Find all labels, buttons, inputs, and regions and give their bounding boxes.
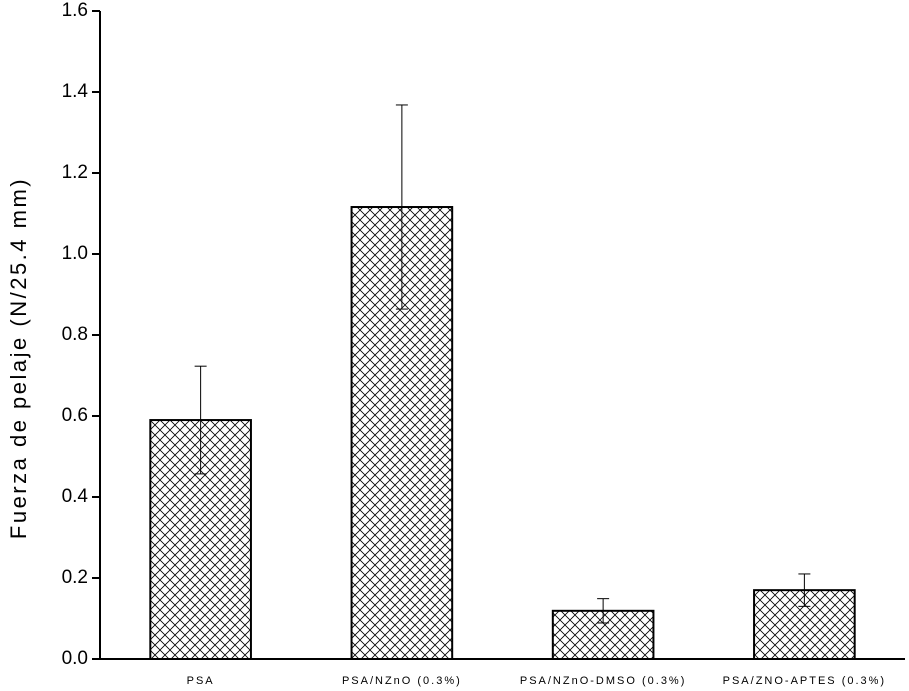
x-tick-label: PSA/NZnO (0.3%)	[342, 675, 462, 687]
y-tick-label: 1.2	[62, 162, 88, 183]
y-tick-label: 1.0	[62, 243, 88, 264]
y-tick-label: 0.2	[62, 567, 88, 588]
y-tick-label: 0.8	[62, 324, 88, 345]
x-tick-label: PSA	[187, 675, 215, 687]
y-tick-label: 0.4	[62, 486, 89, 507]
y-tick-label: 0.0	[62, 648, 88, 669]
y-tick-label: 0.6	[62, 405, 88, 426]
x-tick-label: PSA/NZnO-DMSO (0.3%)	[520, 675, 687, 687]
y-tick-label: 1.4	[62, 81, 89, 102]
y-axis-label: Fuerza de pelaje (N/25.4 mm)	[6, 177, 31, 539]
y-tick-label: 1.6	[62, 0, 88, 21]
x-tick-label: PSA/ZNO-APTES (0.3%)	[723, 675, 886, 687]
bar	[753, 589, 856, 661]
